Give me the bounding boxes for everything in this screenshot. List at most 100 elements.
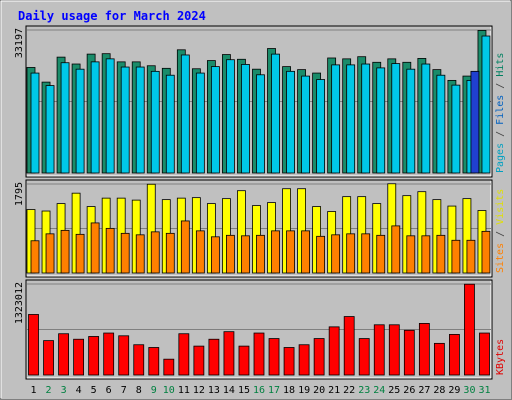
x-tick-label: 30: [463, 385, 475, 396]
bar-sites-31: [481, 230, 491, 274]
bar-kbytes-16: [253, 332, 265, 376]
bar-files-7: [120, 66, 130, 174]
bar-kbytes-22: [343, 316, 355, 376]
bar-kbytes-13: [208, 338, 220, 376]
panel-kbytes: 1323012 KBytes: [14, 279, 506, 380]
x-tick-label: 3: [61, 385, 67, 396]
x-tick-label: 18: [283, 385, 295, 396]
bar-files-26: [406, 68, 416, 174]
x-tick-label: 9: [151, 385, 157, 396]
x-tick-label: 14: [223, 385, 235, 396]
bar-files-23: [361, 63, 371, 174]
series-kbytes: [28, 283, 490, 376]
x-tick-label: 24: [373, 385, 385, 396]
bar-kbytes-23: [358, 338, 370, 376]
bar-kbytes-26: [403, 329, 415, 376]
bar-kbytes-11: [178, 333, 190, 376]
bar-sites-19: [301, 230, 310, 274]
x-tick-label: 15: [238, 385, 250, 396]
panel-max-label: 1323012: [14, 282, 25, 324]
bar-files-4: [75, 68, 85, 174]
x-tick-label: 7: [121, 385, 127, 396]
x-tick-label: 10: [163, 385, 175, 396]
x-tick-label: 2: [46, 385, 52, 396]
x-tick-label: 19: [298, 385, 310, 396]
bar-kbytes-24: [373, 324, 385, 376]
bar-files-8: [135, 66, 145, 174]
bar-sites-7: [120, 232, 130, 274]
x-tick-label: 6: [106, 385, 112, 396]
x-tick-label: 13: [208, 385, 220, 396]
bar-files-18: [286, 70, 295, 174]
bar-files-27: [421, 63, 431, 174]
x-tick-label: 4: [76, 385, 82, 396]
bar-kbytes-12: [193, 345, 205, 376]
bar-files-9: [150, 70, 160, 174]
bar-sites-23: [361, 233, 371, 274]
bar-sites-25: [391, 225, 401, 274]
bar-kbytes-15: [238, 345, 250, 376]
bar-kbytes-1: [28, 314, 39, 376]
bar-files-21: [331, 64, 341, 174]
bar-sites-12: [195, 230, 205, 274]
bar-sites-15: [241, 235, 250, 274]
legend-entry: Hits: [495, 53, 506, 77]
bar-files-29: [451, 84, 461, 174]
bar-sites-5: [90, 222, 100, 274]
bar-sites-1: [30, 240, 40, 274]
bar-files-19: [301, 75, 310, 174]
x-tick-label: 27: [418, 385, 430, 396]
bar-files-6: [105, 58, 115, 174]
series-sites: [30, 220, 491, 274]
bar-kbytes-8: [133, 344, 145, 376]
bar-files-15: [241, 64, 250, 174]
bar-files-31: [481, 35, 491, 174]
legend-entry: /: [495, 225, 506, 243]
bar-kbytes-2: [43, 340, 54, 376]
x-tick-label: 12: [193, 385, 205, 396]
bar-kbytes-28: [433, 342, 445, 376]
bar-files-16: [256, 74, 265, 174]
bar-files-24: [376, 67, 386, 174]
bar-kbytes-3: [58, 333, 69, 376]
bar-sites-6: [105, 227, 115, 274]
bar-files-1: [30, 72, 40, 174]
bar-kbytes-18: [283, 347, 295, 376]
x-tick-label: 16: [253, 385, 265, 396]
bar-sites-3: [60, 229, 70, 274]
bar-sites-2: [45, 233, 55, 274]
bar-sites-14: [226, 234, 235, 274]
bar-files-2: [45, 85, 55, 174]
bar-files-17: [271, 53, 280, 174]
x-tick-label: 26: [403, 385, 415, 396]
bar-kbytes-5: [88, 336, 100, 376]
x-tick-label: 8: [136, 385, 142, 396]
bar-kbytes-7: [118, 335, 130, 376]
bar-sites-27: [421, 235, 431, 274]
x-tick-label: 1: [31, 385, 37, 396]
bar-sites-30: [466, 239, 476, 274]
bar-sites-16: [256, 234, 265, 274]
x-tick-label: 17: [268, 385, 280, 396]
legend-entry: /: [495, 125, 506, 143]
panel-legend: Sites / Visits: [495, 189, 506, 273]
bar-pages-30: [470, 70, 480, 174]
bar-kbytes-9: [148, 347, 160, 376]
bar-files-20: [316, 79, 326, 174]
x-tick-label: 22: [343, 385, 355, 396]
bar-sites-18: [286, 230, 295, 274]
panel-visits-sites: 1795 Sites / Visits: [14, 179, 506, 278]
bar-sites-17: [271, 230, 280, 274]
x-tick-label: 31: [478, 385, 490, 396]
bar-sites-22: [346, 233, 356, 274]
bar-sites-29: [451, 239, 461, 274]
x-tick-label: 28: [433, 385, 445, 396]
x-tick-label: 23: [358, 385, 370, 396]
bar-kbytes-21: [328, 326, 340, 376]
bar-kbytes-29: [449, 334, 460, 376]
bar-files-28: [436, 74, 446, 174]
x-tick-label: 11: [178, 385, 190, 396]
bar-files-10: [165, 74, 175, 174]
